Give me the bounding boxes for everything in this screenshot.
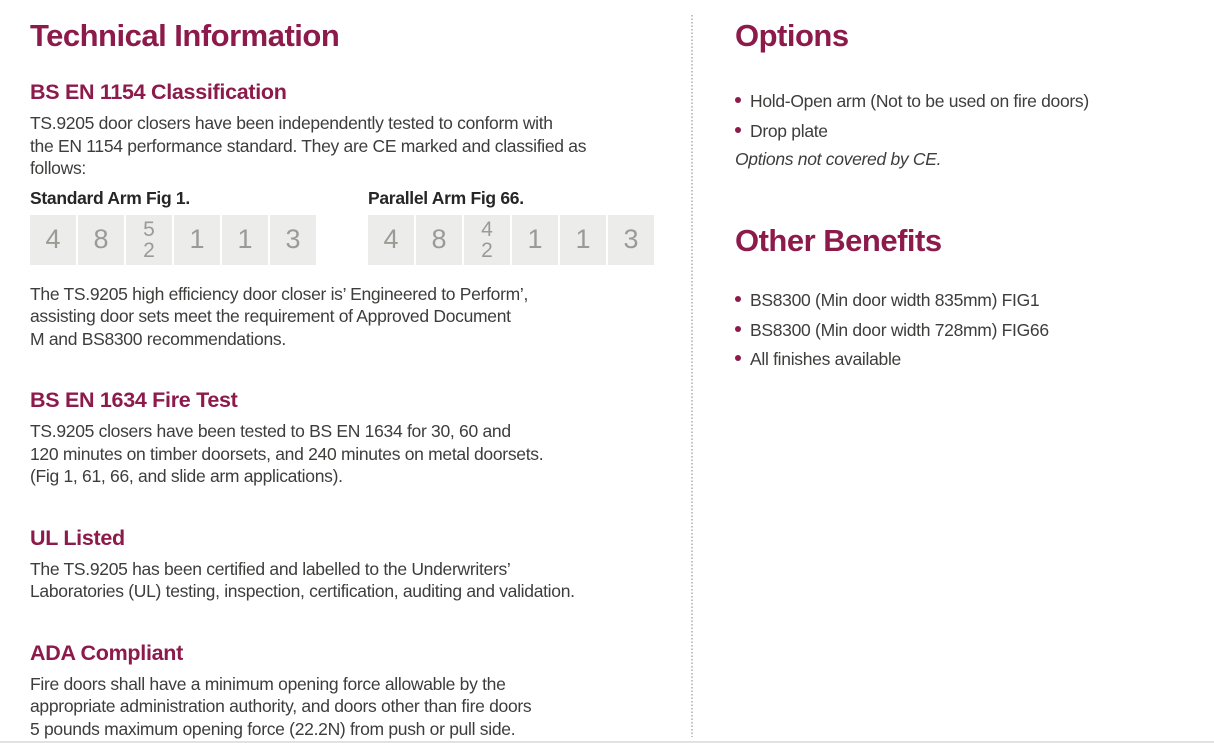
section-heading-bs-en-1634: BS EN 1634 Fire Test: [30, 388, 238, 412]
bullet-icon: [735, 325, 741, 332]
section-heading-ada-compliant: ADA Compliant: [30, 640, 183, 665]
classification-cell: 4: [368, 214, 414, 265]
paragraph-line: the EN 1154 performance standard. They a…: [30, 135, 587, 156]
classification-cell: 3: [270, 214, 316, 265]
ul-listed-paragraph: The TS.9205 has been certified and label…: [30, 558, 662, 603]
page-title: Technical Information: [30, 18, 340, 53]
list-item-label: All finishes available: [750, 349, 901, 369]
paragraph-line: follows:: [30, 158, 86, 178]
ada-paragraph: Fire doors shall have a minimum opening …: [30, 673, 662, 741]
paragraph-line: TS.9205 closers have been tested to BS E…: [30, 421, 511, 441]
cell-top-value: 5: [143, 217, 155, 241]
classification-cell: 3: [608, 214, 654, 265]
bullet-icon: [735, 355, 741, 361]
list-item: BS8300 (Min door width 728mm) FIG66: [735, 316, 1190, 346]
classification-cell: 8: [416, 214, 462, 265]
bullet-icon: [735, 296, 741, 302]
list-item-label: BS8300 (Min door width 728mm) FIG66: [750, 319, 1049, 340]
other-benefits-title: Other Benefits: [735, 223, 942, 258]
options-list: Hold-Open arm (Not to be used on fire do…: [735, 87, 1190, 146]
parallel-arm-classification-grid: 4 8 4 2 1 1 3: [368, 214, 656, 265]
cell-bottom-value: 2: [481, 238, 493, 262]
cell-bottom-value: 2: [143, 238, 155, 262]
classification-cell: 1: [174, 214, 220, 265]
paragraph-line: The TS.9205 high efficiency door closer …: [30, 283, 529, 304]
benefits-list: BS8300 (Min door width 835mm) FIG1 BS830…: [735, 286, 1190, 375]
cell-top-value: 4: [481, 217, 493, 241]
classification-outro-paragraph: The TS.9205 high efficiency door closer …: [30, 283, 662, 351]
paragraph-line: 120 minutes on timber doorsets, and 240 …: [30, 443, 544, 464]
classification-cell: 4: [30, 214, 76, 265]
list-item-label: Drop plate: [750, 120, 828, 141]
page-bottom-rule: [0, 741, 1214, 743]
classification-cell: 1: [512, 214, 558, 265]
list-item: Hold-Open arm (Not to be used on fire do…: [735, 87, 1190, 117]
section-heading-bs-en-1154: BS EN 1154 Classification: [30, 80, 287, 104]
paragraph-line: assisting door sets meet the requirement…: [30, 306, 511, 326]
classification-cell: 1: [560, 214, 606, 265]
list-item: BS8300 (Min door width 835mm) FIG1: [735, 286, 1190, 316]
bullet-icon: [735, 97, 741, 103]
parallel-arm-label: Parallel Arm Fig 66.: [368, 187, 524, 208]
paragraph-line: Laboratories (UL) testing, inspection, c…: [30, 581, 575, 601]
list-item: Drop plate: [735, 117, 1190, 147]
classification-cell-stacked: 4 2: [464, 214, 510, 265]
classification-cell: 8: [78, 214, 124, 265]
list-item-label: Hold-Open arm (Not to be used on fire do…: [750, 91, 1089, 111]
paragraph-line: 5 pounds maximum opening force (22.2N) f…: [30, 718, 516, 739]
paragraph-line: appropriate administration authority, an…: [30, 696, 532, 716]
fire-test-paragraph: TS.9205 closers have been tested to BS E…: [30, 420, 662, 488]
classification-intro-paragraph: TS.9205 door closers have been independe…: [30, 112, 662, 180]
options-column: Options Hold-Open arm (Not to be used on…: [735, 0, 1190, 375]
options-title: Options: [735, 18, 849, 53]
options-ce-note: Options not covered by CE.: [735, 149, 942, 169]
classification-grids: 4 8 5 2 1 1 3 4 8 4 2 1 1 3: [30, 214, 662, 265]
classification-cell-stacked: 5 2: [126, 214, 172, 265]
paragraph-line: Fire doors shall have a minimum opening …: [30, 673, 506, 694]
column-divider: [691, 15, 693, 737]
technical-information-column: Technical Information BS EN 1154 Classif…: [30, 0, 662, 740]
classification-cell: 1: [222, 214, 268, 265]
list-item-label: BS8300 (Min door width 835mm) FIG1: [750, 290, 1040, 310]
classification-grid-labels: Standard Arm Fig 1. Parallel Arm Fig 66.: [30, 188, 662, 208]
standard-arm-classification-grid: 4 8 5 2 1 1 3: [30, 214, 368, 265]
list-item: All finishes available: [735, 345, 1190, 375]
section-heading-ul-listed: UL Listed: [30, 525, 125, 550]
paragraph-line: M and BS8300 recommendations.: [30, 328, 286, 349]
paragraph-line: (Fig 1, 61, 66, and slide arm applicatio…: [30, 466, 343, 486]
bullet-icon: [735, 126, 741, 133]
paragraph-line: TS.9205 door closers have been independe…: [30, 113, 553, 133]
paragraph-line: The TS.9205 has been certified and label…: [30, 558, 511, 579]
standard-arm-label: Standard Arm Fig 1.: [30, 187, 190, 208]
